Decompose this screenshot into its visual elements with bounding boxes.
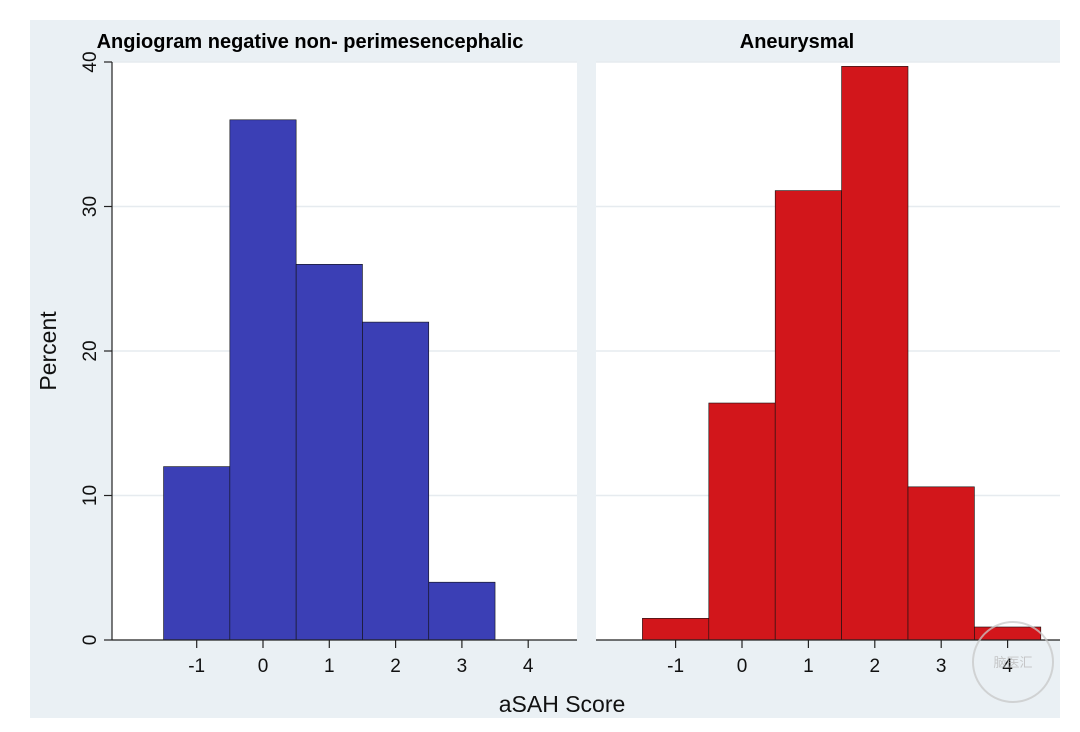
x-tick-label: -1 bbox=[188, 656, 205, 677]
x-tick-label: 0 bbox=[737, 656, 748, 677]
histogram-figure: Angiogram negative non- perimesencephali… bbox=[0, 0, 1080, 732]
y-tick-label: 40 bbox=[80, 51, 101, 72]
panel-title-aneurysmal: Aneurysmal bbox=[740, 31, 855, 53]
x-tick-label: 3 bbox=[457, 656, 468, 677]
histogram-bar bbox=[362, 322, 428, 640]
y-axis-title: Percent bbox=[35, 311, 61, 391]
histogram-bar bbox=[230, 120, 296, 640]
watermark-text: 脑医汇 bbox=[993, 655, 1032, 670]
x-tick-label: 3 bbox=[936, 656, 947, 677]
histogram-bar bbox=[296, 264, 362, 640]
x-tick-label: 1 bbox=[324, 656, 335, 677]
panel-title-angiogram-negative: Angiogram negative non- perimesencephali… bbox=[97, 31, 524, 53]
histogram-bar bbox=[709, 403, 775, 640]
y-tick-label: 30 bbox=[80, 196, 101, 217]
histogram-bar bbox=[775, 191, 841, 640]
histogram-bar bbox=[429, 582, 495, 640]
x-tick-label: 2 bbox=[390, 656, 401, 677]
x-tick-label: 2 bbox=[870, 656, 881, 677]
histogram-bar bbox=[164, 467, 230, 640]
y-tick-label: 10 bbox=[80, 485, 101, 506]
x-tick-label: 4 bbox=[523, 656, 534, 677]
histogram-bar bbox=[908, 487, 974, 640]
histogram-bar bbox=[642, 618, 708, 640]
x-tick-label: 1 bbox=[803, 656, 814, 677]
histogram-bar bbox=[842, 66, 908, 640]
y-tick-label: 0 bbox=[80, 635, 101, 646]
x-tick-label: -1 bbox=[667, 656, 684, 677]
x-axis-title: aSAH Score bbox=[499, 691, 626, 717]
x-tick-label: 0 bbox=[258, 656, 269, 677]
y-tick-label: 20 bbox=[80, 340, 101, 361]
